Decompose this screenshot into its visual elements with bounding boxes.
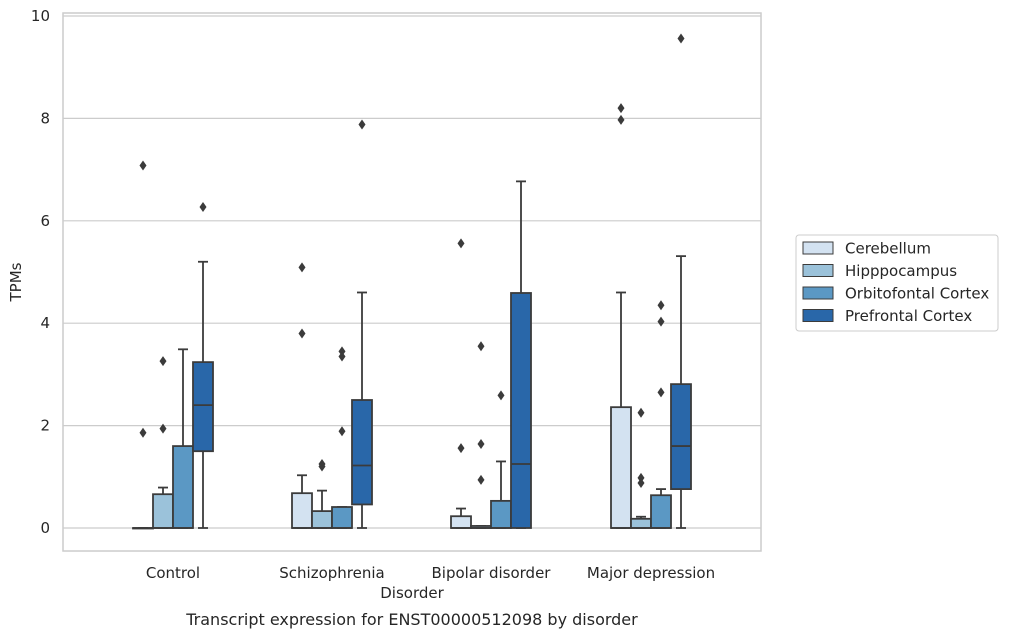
box-0-0	[132, 160, 154, 530]
y-tick-label: 8	[40, 109, 50, 127]
box-2-2	[490, 390, 512, 529]
outlier-point	[477, 341, 485, 352]
box-body	[490, 499, 512, 529]
box-3-1	[351, 119, 373, 529]
legend-label: Prefrontal Cortex	[845, 307, 972, 325]
outlier-point	[677, 33, 685, 44]
outlier-point	[159, 356, 167, 367]
x-tick-label: Control	[146, 564, 200, 582]
outlier-point	[139, 427, 147, 438]
box-body	[450, 515, 472, 529]
outlier-point	[298, 262, 306, 273]
outlier-point	[457, 238, 465, 249]
y-tick-label: 4	[40, 314, 50, 332]
y-tick-labels: 0 2 4 6 8 10	[31, 7, 50, 537]
box-body	[311, 510, 333, 529]
legend-swatch	[802, 241, 834, 255]
outlier-point	[338, 346, 346, 357]
x-axis-label: Disorder	[380, 584, 444, 602]
y-tick-label: 0	[40, 519, 50, 537]
box-body	[650, 494, 672, 529]
outlier-point	[637, 472, 645, 483]
legend: Cerebellum Hipppocampus Orbitofontal Corte…	[795, 234, 999, 332]
outlier-point	[637, 477, 645, 488]
outlier-point	[657, 316, 665, 327]
outlier-point	[657, 300, 665, 311]
x-tick-label: Bipolar disorder	[432, 564, 552, 582]
outlier-point	[338, 351, 346, 362]
box-1-3	[630, 407, 652, 529]
legend-swatch	[802, 309, 834, 322]
outlier-point	[477, 474, 485, 485]
x-tick-labels: Control Schizophrenia Bipolar disorder Majo…	[146, 564, 715, 582]
box-2-1	[331, 346, 353, 529]
box-body	[152, 493, 174, 529]
box-1-2	[470, 341, 492, 529]
box-body	[351, 399, 373, 506]
legend-swatch	[802, 264, 834, 277]
box-3-2	[510, 180, 532, 529]
y-tick-label: 6	[40, 212, 50, 230]
box-body	[670, 383, 692, 490]
box-body	[291, 492, 313, 529]
outlier-point	[497, 390, 505, 401]
plot-frame	[62, 12, 762, 552]
box-1-1	[311, 459, 333, 529]
outlier-point	[637, 407, 645, 418]
outlier-point	[617, 103, 625, 114]
gridlines	[63, 15, 761, 529]
legend-label: Hipppocampus	[845, 262, 957, 280]
box-3-0	[192, 201, 214, 529]
outlier-point	[318, 461, 326, 472]
box-body	[192, 361, 214, 453]
legend-swatch	[802, 286, 834, 300]
box-2-0	[172, 348, 194, 529]
box-0-2	[450, 238, 472, 529]
y-tick-label: 2	[40, 417, 50, 435]
outlier-point	[338, 426, 346, 437]
box-2-3	[650, 300, 672, 529]
outlier-point	[617, 114, 625, 125]
box-body	[610, 406, 632, 529]
outlier-point	[457, 443, 465, 454]
outlier-point	[657, 387, 665, 398]
outlier-point	[139, 160, 147, 171]
chart-caption: Transcript expression for ENST0000051209…	[185, 610, 638, 629]
box-marks	[132, 33, 692, 530]
legend-frame	[795, 234, 999, 332]
outlier-point	[298, 328, 306, 339]
box-3-3	[670, 33, 692, 529]
outlier-point	[199, 201, 207, 212]
outlier-point	[159, 423, 167, 434]
y-axis-label: TPMs	[7, 262, 25, 302]
outlier-point	[477, 439, 485, 450]
box-0-1	[291, 262, 313, 529]
legend-label: Cerebellum	[845, 240, 931, 258]
x-tick-label: Major depression	[587, 564, 715, 582]
box-body	[510, 292, 532, 529]
y-tick-label: 10	[31, 7, 50, 25]
x-tick-label: Schizophrenia	[279, 564, 384, 582]
box-1-0	[152, 356, 174, 529]
box-body	[331, 506, 353, 529]
box-body	[172, 445, 194, 529]
outlier-point	[358, 119, 366, 130]
box-body	[630, 517, 652, 529]
box-0-3	[610, 103, 632, 529]
legend-label: Orbitofontal Cortex	[845, 285, 989, 303]
